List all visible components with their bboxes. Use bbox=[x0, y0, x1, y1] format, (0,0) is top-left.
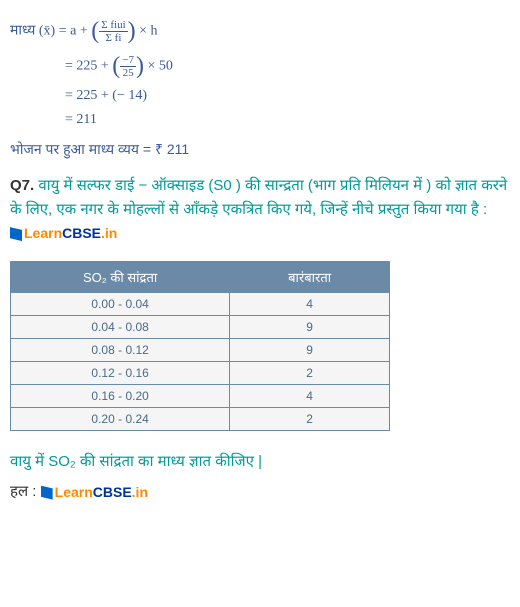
table-row: 0.20 - 0.242 bbox=[11, 408, 390, 431]
table-cell: 0.16 - 0.20 bbox=[11, 385, 230, 408]
table-header-concentration: SO₂ की सांद्रता bbox=[11, 262, 230, 293]
flag-icon bbox=[41, 486, 53, 500]
question-number: Q7. bbox=[10, 177, 34, 194]
formula-line-1: माध्य (x̄) = a + (Σ fiuiΣ fi) × h bbox=[10, 18, 510, 45]
bottom-question: वायु में SO₂ की सांद्रता का माध्य ज्ञात … bbox=[10, 451, 510, 471]
eq1-pre: a + bbox=[70, 24, 91, 39]
eq2-post: × 50 bbox=[148, 59, 173, 74]
solution-line: हल : LearnCBSE.in bbox=[10, 481, 510, 501]
logo-learn: Learn bbox=[24, 225, 62, 241]
data-table: SO₂ की सांद्रता बारंबारता 0.00 - 0.044 0… bbox=[10, 261, 390, 431]
solution-label: हल : bbox=[10, 483, 41, 500]
formula-line-2: = 225 + (−725) × 50 bbox=[10, 53, 510, 80]
formula-line-3: = 225 + (− 14) bbox=[10, 88, 510, 104]
table-row: 0.16 - 0.204 bbox=[11, 385, 390, 408]
logo-cbse-2: CBSE bbox=[93, 484, 132, 500]
table-cell: 4 bbox=[230, 293, 390, 316]
logo-in: .in bbox=[101, 225, 117, 241]
table-cell: 2 bbox=[230, 408, 390, 431]
eq2-pre: = 225 + bbox=[65, 59, 112, 74]
table-cell: 0.00 - 0.04 bbox=[11, 293, 230, 316]
learncbse-logo-2: LearnCBSE.in bbox=[41, 484, 148, 501]
table-row: 0.12 - 0.162 bbox=[11, 362, 390, 385]
flag-icon bbox=[10, 227, 22, 241]
table-row: 0.08 - 0.129 bbox=[11, 339, 390, 362]
table-cell: 0.04 - 0.08 bbox=[11, 316, 230, 339]
table-row: 0.04 - 0.089 bbox=[11, 316, 390, 339]
eq1-post: × h bbox=[139, 24, 157, 39]
table-cell: 0.12 - 0.16 bbox=[11, 362, 230, 385]
eq2-frac-top: −7 bbox=[120, 54, 136, 67]
question-text: वायु में सल्फर डाई − ऑक्साइड (S0 ) की सा… bbox=[10, 177, 507, 218]
table-cell: 4 bbox=[230, 385, 390, 408]
table-header-frequency: बारंबारता bbox=[230, 262, 390, 293]
question-block: Q7. वायु में सल्फर डाई − ऑक्साइड (S0 ) क… bbox=[10, 174, 510, 246]
expense-line: भोजन पर हुआ माध्य व्यय = ₹ 211 bbox=[10, 140, 510, 159]
eq1-frac-top: Σ fiui bbox=[99, 19, 127, 32]
table-row: 0.00 - 0.044 bbox=[11, 293, 390, 316]
eq1-frac-bot: Σ fi bbox=[99, 32, 127, 44]
learncbse-logo: LearnCBSE.in bbox=[10, 222, 117, 246]
formula-line-4: = 211 bbox=[10, 112, 510, 128]
logo-in-2: .in bbox=[132, 484, 148, 500]
table-cell: 9 bbox=[230, 316, 390, 339]
logo-cbse: CBSE bbox=[62, 225, 101, 241]
table-cell: 0.08 - 0.12 bbox=[11, 339, 230, 362]
logo-learn-2: Learn bbox=[55, 484, 93, 500]
table-cell: 0.20 - 0.24 bbox=[11, 408, 230, 431]
eq2-frac-bot: 25 bbox=[120, 67, 136, 79]
table-cell: 9 bbox=[230, 339, 390, 362]
table-cell: 2 bbox=[230, 362, 390, 385]
mean-label: माध्य (x̄) = bbox=[10, 24, 70, 39]
